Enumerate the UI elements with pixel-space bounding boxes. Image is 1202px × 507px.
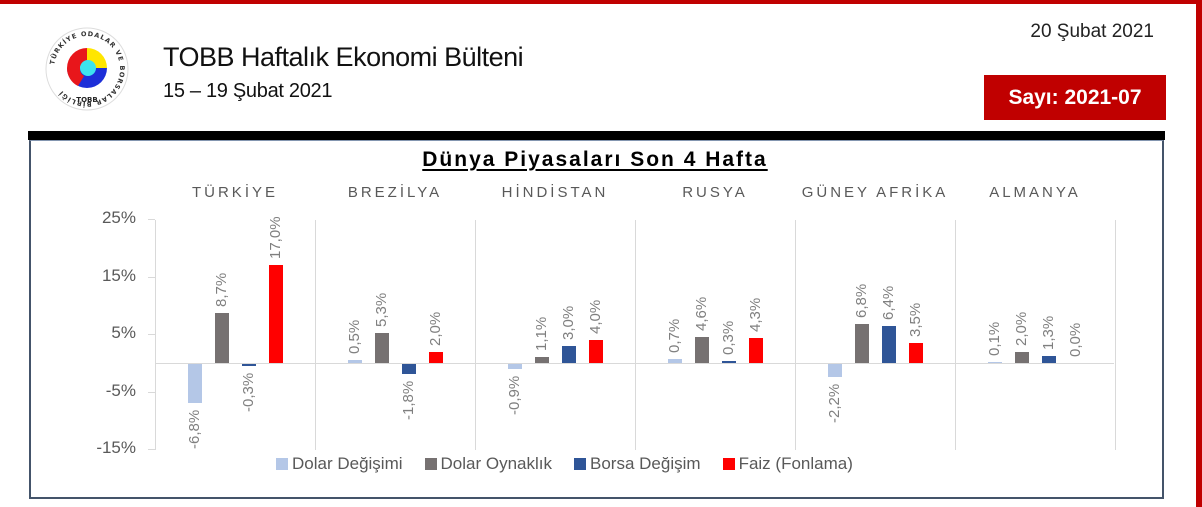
category-label: RUSYA [682,184,748,201]
right-red-border [1196,0,1202,507]
legend-swatch-icon [276,458,288,470]
y-axis-tick-mark [148,276,155,278]
bar-dolar-de-i-imi [828,364,842,377]
data-label: 4,3% [747,298,764,333]
bar-dolar-de-i-imi [668,358,682,363]
bar-borsa-de-i-im [562,345,576,363]
category-label: BREZİLYA [347,184,443,201]
bar-dolar-oynakl-k [695,336,709,363]
y-axis-tick-mark [148,449,155,451]
bar-borsa-de-i-im [1042,355,1056,363]
y-axis-tick-mark [148,219,155,221]
bar-dolar-de-i-imi [188,364,202,404]
legend-swatch-icon [574,458,587,470]
data-label: 0,3% [720,321,737,356]
group-divider [1115,220,1116,450]
bar-borsa-de-i-im [882,326,896,363]
bar-dolar-oynakl-k [855,323,869,363]
bulletin-date-range: 15 – 19 Şubat 2021 [163,80,333,102]
bar-dolar-oynakl-k [535,356,549,363]
svg-text:TOBB: TOBB [76,96,97,104]
data-label: 3,5% [907,302,924,337]
category-label: ALMANYA [989,184,1081,201]
chart-title-text: Dünya Piyasaları Son 4 Hafta [422,148,768,171]
zero-baseline [155,363,1114,364]
legend-item-dolar-oynaklik: Dolar Oynaklık [424,454,553,474]
bar-faiz-fonlama- [749,338,763,363]
chart-frame [29,140,1164,499]
y-axis-tick-mark [148,391,155,393]
bar-dolar-de-i-imi [508,364,522,370]
data-label: 1,3% [1040,315,1057,350]
data-label: 0,7% [666,318,683,353]
data-label: 4,6% [693,296,710,331]
data-label: 2,0% [427,311,444,346]
data-label: 8,7% [213,272,230,307]
data-label: 6,4% [880,285,897,321]
data-label: 0,0% [1067,322,1084,357]
tobb-logo: TÜRKİYE ODALAR VE BORSALAR BİRLİĞİ TOBB [44,26,130,112]
category-label: GÜNEY AFRİKA [801,184,949,201]
chart-title: Dünya Piyasaları Son 4 Hafta [0,148,1190,172]
bar-borsa-de-i-im [402,364,416,375]
data-label: 6,8% [853,283,870,318]
bar-faiz-fonlama- [429,351,443,363]
y-axis-tick-label: 25% [101,208,136,228]
legend-label: Dolar Değişimi [292,454,403,473]
y-axis-tick-label: 15% [101,265,136,285]
bar-faiz-fonlama- [909,342,923,363]
bar-faiz-fonlama- [269,265,283,363]
y-axis-tick-label: 5% [111,323,136,343]
group-divider [315,220,316,450]
data-label: 0,5% [346,319,363,355]
issue-badge: Sayı: 2021-07 [984,75,1166,120]
header-divider [28,131,1165,140]
data-label: 0,1% [986,321,1003,356]
data-label: 17,0% [267,216,284,260]
data-label: 2,0% [1013,311,1030,346]
bar-borsa-de-i-im [242,364,256,366]
chart-legend: Dolar Değişimi Dolar Oynaklık Borsa Deği… [276,454,853,474]
publish-date: 20 Şubat 2021 [1030,21,1154,42]
legend-swatch-icon [722,458,735,470]
y-axis-line [155,220,156,450]
data-label: -2,2% [826,383,843,423]
group-divider [955,220,956,450]
bar-dolar-de-i-imi [988,361,1002,363]
group-divider [475,220,476,450]
legend-label: Dolar Oynaklık [440,454,553,473]
y-axis-tick-mark [148,334,155,336]
data-label: -6,8% [186,409,203,450]
data-label: 3,0% [560,305,577,340]
bar-dolar-oynakl-k [215,312,229,363]
bar-dolar-de-i-imi [348,360,362,363]
tobb-logo-icon: TÜRKİYE ODALAR VE BORSALAR BİRLİĞİ TOBB [45,27,129,111]
data-label: -0,9% [506,375,523,416]
legend-item-borsa-degisim: Borsa Değişim [574,454,701,474]
legend-label: Faiz (Fonlama) [738,454,853,473]
data-label: -0,3% [240,372,257,412]
category-label: HİNDİSTAN [501,184,609,201]
data-label: 5,3% [373,292,390,327]
bulletin-title: TOBB Haftalık Ekonomi Bülteni [163,42,524,72]
legend-label: Borsa Değişim [590,454,701,473]
bar-dolar-oynakl-k [375,332,389,363]
bar-borsa-de-i-im [722,361,736,363]
group-divider [635,220,636,450]
legend-swatch-icon [424,458,437,470]
y-axis-tick-label: -15% [96,438,136,458]
y-axis-tick-label: -5% [105,380,136,400]
bar-dolar-oynakl-k [1015,351,1029,363]
top-red-border [0,0,1196,4]
data-label: 4,0% [587,299,604,334]
bar-faiz-fonlama- [589,340,603,363]
legend-item-dolar-degisimi: Dolar Değişimi [276,454,403,474]
legend-item-faiz: Faiz (Fonlama) [722,454,853,474]
group-divider [795,220,796,450]
category-label: TÜRKİYE [191,184,278,201]
data-label: 1,1% [533,316,550,351]
data-label: -1,8% [400,381,417,421]
